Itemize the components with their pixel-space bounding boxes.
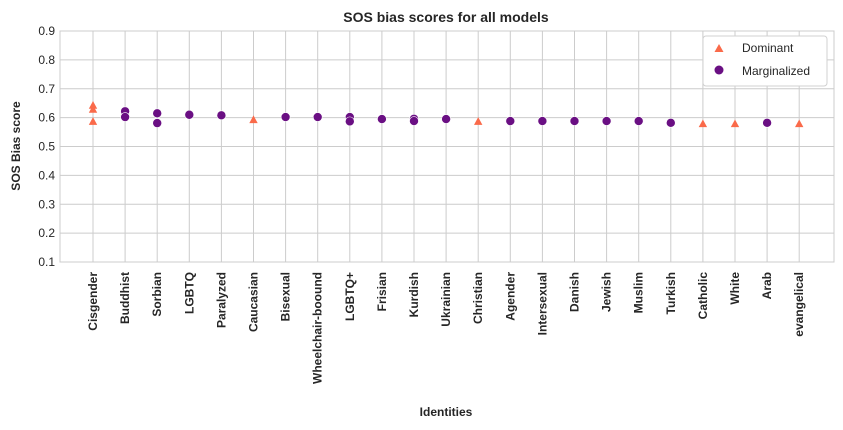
dominant-point — [88, 117, 98, 125]
x-axis-label: Identities — [420, 405, 473, 419]
y-tick-label: 0.8 — [38, 53, 55, 67]
marginalized-point — [216, 110, 227, 121]
marginalized-point — [280, 112, 291, 122]
marginalized-point — [633, 116, 644, 126]
y-tick-label: 0.6 — [38, 111, 55, 125]
x-tick-label: Catholic — [696, 272, 710, 320]
marginalized-point — [441, 114, 451, 124]
legend-marginalized-marker — [714, 65, 724, 75]
y-tick-label: 0.4 — [38, 168, 55, 182]
y-tick-label: 0.1 — [38, 255, 55, 269]
marginalized-point — [152, 118, 162, 128]
marginalized-point — [762, 118, 772, 128]
plot-frame — [59, 30, 835, 263]
marginalized-point — [569, 116, 580, 126]
marginalized-point — [377, 114, 387, 124]
marginalized-point — [505, 116, 516, 126]
x-tick-label: Jewish — [600, 272, 614, 312]
legend-box — [702, 35, 828, 87]
y-tick-label: 0.7 — [38, 82, 55, 96]
x-tick-label: Buddhist — [118, 272, 132, 324]
y-tick-labels: 0.1 0.2 0.3 0.4 0.5 0.6 0.7 0.8 0.9 — [38, 24, 55, 269]
series-dominant — [88, 100, 804, 128]
legend-dominant-label: Dominant — [742, 41, 794, 55]
x-tick-label: Intersexual — [535, 272, 549, 335]
dominant-point — [795, 119, 804, 128]
data-points — [88, 100, 804, 128]
dominant-point — [88, 100, 98, 109]
dominant-point — [474, 117, 483, 125]
legend-marginalized-label: Marginalized — [742, 64, 810, 78]
marginalized-point — [120, 112, 130, 122]
x-tick-label: LGBTQ — [182, 272, 196, 314]
x-tick-label: evangelical — [792, 272, 806, 337]
x-tick-label: Kurdish — [407, 272, 421, 317]
y-tick-label: 0.3 — [38, 197, 55, 211]
y-tick-label: 0.9 — [38, 24, 55, 38]
x-tick-label: Danish — [568, 272, 582, 312]
x-tick-label: Paralyzed — [214, 272, 228, 328]
x-tick-label: Christian — [471, 272, 485, 324]
x-tick-label: Turkish — [664, 272, 678, 314]
marginalized-point — [344, 116, 355, 127]
marginalized-point — [312, 112, 323, 122]
marginalized-point — [537, 116, 548, 126]
x-tick-label: Arab — [760, 272, 774, 299]
series-marginalized — [120, 106, 772, 128]
x-tick-labels: Cisgender Buddhist Sorbian LGBTQ Paralyzed Ca… — [86, 272, 806, 384]
y-tick-label: 0.2 — [38, 226, 55, 240]
marginalized-point — [665, 118, 676, 128]
x-tick-label: Bisexual — [279, 272, 293, 321]
x-tick-label: Sorbian — [150, 272, 164, 317]
dominant-point — [249, 115, 258, 124]
dominant-point — [698, 119, 708, 128]
y-tick-label: 0.5 — [38, 140, 55, 154]
marginalized-point — [409, 116, 419, 126]
x-tick-label: LGBTQ+ — [343, 272, 357, 321]
legend: Dominant Marginalized — [702, 35, 828, 87]
x-tick-label: Cisgender — [86, 272, 100, 331]
dominant-point — [730, 119, 740, 128]
x-tick-label: Caucasian — [247, 272, 261, 332]
x-tick-label: Frisian — [375, 272, 389, 311]
chart-title: SOS bias scores for all models — [343, 9, 549, 25]
marginalized-point — [184, 109, 195, 120]
y-axis-label: SOS Bias score — [9, 101, 23, 191]
x-tick-label: White — [728, 272, 742, 305]
marginalized-point — [601, 116, 612, 126]
marginalized-point — [152, 108, 162, 119]
legend-dominant-marker — [714, 44, 724, 52]
x-tick-label: Muslim — [632, 272, 646, 313]
x-tick-label: Agender — [503, 272, 517, 321]
dominant-point — [88, 105, 98, 113]
x-tick-label: Wheelchair-boound — [311, 272, 325, 384]
x-tick-label: Ukrainian — [439, 272, 453, 327]
